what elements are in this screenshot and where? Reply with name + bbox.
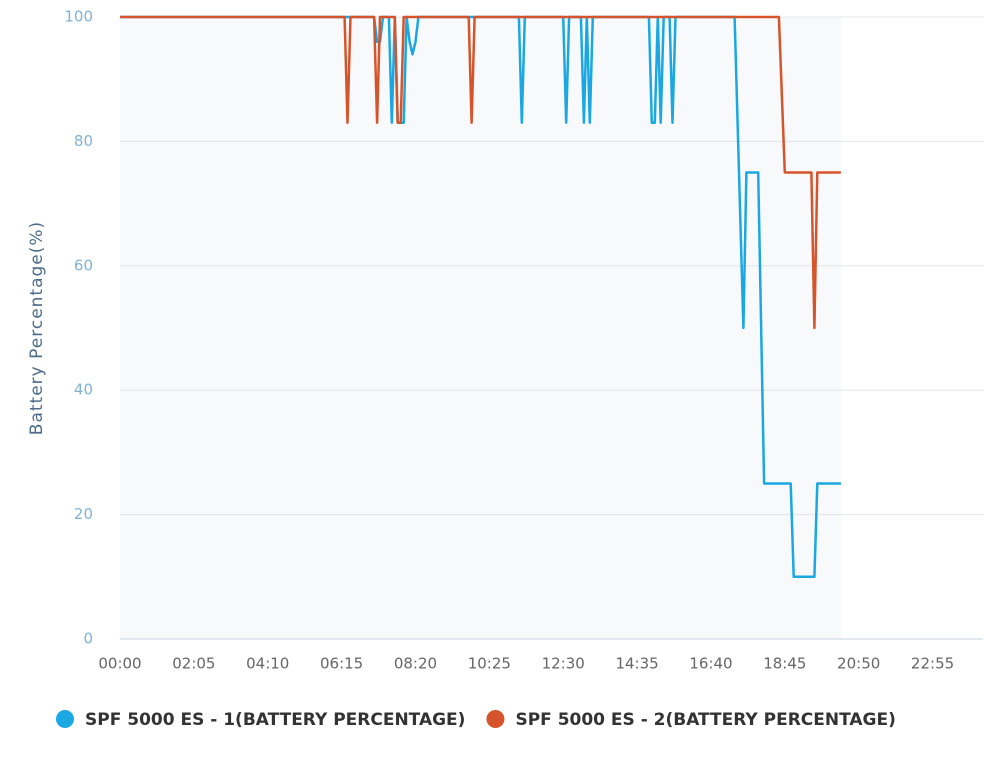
y-tick-label: 0 bbox=[83, 630, 93, 648]
series-line bbox=[120, 15, 841, 330]
x-tick-label: 18:45 bbox=[763, 655, 806, 673]
y-tick-label: 40 bbox=[74, 381, 93, 399]
x-tick-label: 10:25 bbox=[468, 655, 511, 673]
y-tick-label: 60 bbox=[74, 256, 93, 274]
x-tick-label: 04:10 bbox=[246, 655, 289, 673]
legend-label: SPF 5000 ES - 2(BATTERY PERCENTAGE) bbox=[515, 710, 895, 730]
legend-label: SPF 5000 ES - 1(BATTERY PERCENTAGE) bbox=[85, 710, 465, 730]
x-tick-label: 16:40 bbox=[689, 655, 732, 673]
y-tick-label: 80 bbox=[74, 132, 93, 150]
legend-marker bbox=[486, 710, 505, 728]
x-tick-label: 00:00 bbox=[98, 655, 141, 673]
x-tick-label: 06:15 bbox=[320, 655, 363, 673]
x-tick-label: 08:20 bbox=[394, 655, 437, 673]
data-region bbox=[120, 17, 841, 639]
x-tick-label: 14:35 bbox=[615, 655, 658, 673]
x-tick-label: 20:50 bbox=[837, 655, 880, 673]
y-axis-label: Battery Percentage(%) bbox=[27, 221, 47, 435]
y-tick-label: 20 bbox=[74, 505, 93, 523]
x-tick-label: 02:05 bbox=[172, 655, 215, 673]
y-tick-label: 100 bbox=[64, 8, 93, 26]
x-tick-label: 22:55 bbox=[911, 655, 954, 673]
x-tick-label: 12:30 bbox=[542, 655, 585, 673]
legend-marker bbox=[56, 710, 74, 728]
